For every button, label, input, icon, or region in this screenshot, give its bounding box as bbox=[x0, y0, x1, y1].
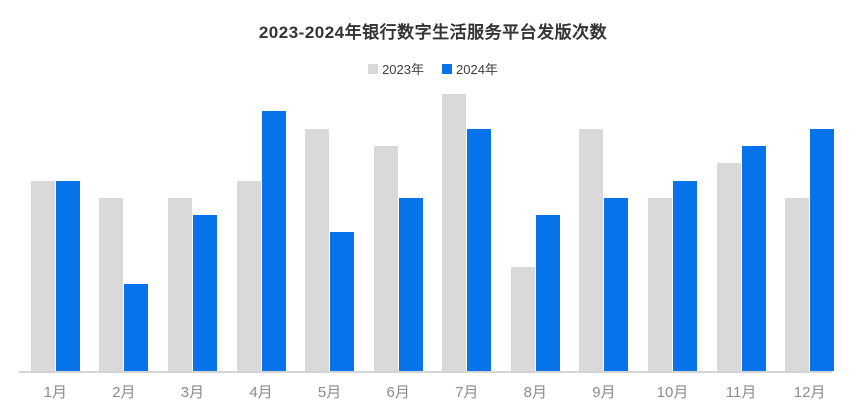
legend-swatch-2024-icon bbox=[442, 63, 452, 74]
bar-2024年-10月 bbox=[672, 181, 697, 371]
bar-2023年-1月 bbox=[30, 181, 55, 371]
bar-2023年-12月 bbox=[785, 198, 810, 371]
bar-2024年-5月 bbox=[330, 232, 355, 371]
bar-group-9月 bbox=[570, 91, 639, 371]
x-tick-label: 8月 bbox=[523, 384, 547, 401]
bar-group-4月 bbox=[227, 91, 296, 371]
bar-2023年-8月 bbox=[510, 267, 535, 371]
x-axis-line bbox=[19, 371, 832, 373]
bar-2024年-7月 bbox=[467, 129, 492, 371]
bar-chart-plot-area bbox=[19, 91, 844, 373]
legend-item-2024[interactable]: 2024年 bbox=[442, 59, 498, 78]
x-tick-label: 4月 bbox=[249, 384, 273, 401]
chart-title: 2023-2024年银行数字生活服务平台发版次数 bbox=[258, 23, 608, 42]
bar-2024年-9月 bbox=[604, 198, 629, 371]
bar-2023年-7月 bbox=[442, 94, 467, 371]
bar-2023年-6月 bbox=[373, 146, 398, 371]
bar-groups bbox=[21, 91, 844, 371]
bar-group-6月 bbox=[364, 91, 433, 371]
x-tick-label: 11月 bbox=[725, 384, 757, 401]
bar-2024年-2月 bbox=[124, 284, 149, 371]
bar-2024年-1月 bbox=[55, 181, 80, 371]
bar-2023年-2月 bbox=[99, 198, 124, 371]
x-tick-label: 12月 bbox=[793, 384, 826, 401]
legend-label-2023: 2023年 bbox=[382, 62, 424, 77]
bar-2024年-12月 bbox=[810, 129, 835, 371]
x-axis-tick-labels: 1月 2月 3月 4月 5月 6月 7月 8月 9月 10月 11月 12月 bbox=[21, 381, 844, 402]
x-tick-label: 2月 bbox=[112, 384, 136, 401]
legend-label-2024: 2024年 bbox=[456, 62, 498, 77]
legend-swatch-2023-icon bbox=[368, 63, 379, 74]
bar-2023年-11月 bbox=[716, 163, 741, 371]
bar-group-11月 bbox=[707, 91, 776, 371]
bar-2024年-3月 bbox=[192, 215, 217, 371]
legend: 2023年 2024年 bbox=[0, 59, 866, 78]
x-tick-label: 7月 bbox=[455, 384, 479, 401]
x-tick-label: 9月 bbox=[592, 384, 616, 401]
bar-2024年-11月 bbox=[741, 146, 766, 371]
legend-item-2023[interactable]: 2023年 bbox=[368, 59, 424, 78]
bar-group-2月 bbox=[90, 91, 159, 371]
bar-group-5月 bbox=[295, 91, 364, 371]
x-tick-label: 1月 bbox=[43, 384, 67, 401]
bar-group-12月 bbox=[775, 91, 844, 371]
bar-2024年-8月 bbox=[535, 215, 560, 371]
bar-2024年-4月 bbox=[261, 111, 286, 371]
bar-2023年-10月 bbox=[647, 198, 672, 371]
bar-2023年-5月 bbox=[305, 129, 330, 371]
bar-2023年-9月 bbox=[579, 129, 604, 371]
bar-group-7月 bbox=[432, 91, 501, 371]
bar-2023年-4月 bbox=[236, 181, 261, 371]
x-tick-label: 6月 bbox=[386, 384, 410, 401]
x-tick-label: 10月 bbox=[656, 384, 689, 401]
x-tick-label: 5月 bbox=[317, 384, 342, 401]
bar-group-3月 bbox=[158, 91, 227, 371]
bar-group-10月 bbox=[638, 91, 707, 371]
x-tick-label: 3月 bbox=[180, 384, 205, 401]
bar-group-1月 bbox=[21, 91, 90, 371]
bar-group-8月 bbox=[501, 91, 570, 371]
bar-2024年-6月 bbox=[398, 198, 423, 371]
bar-2023年-3月 bbox=[167, 198, 192, 371]
